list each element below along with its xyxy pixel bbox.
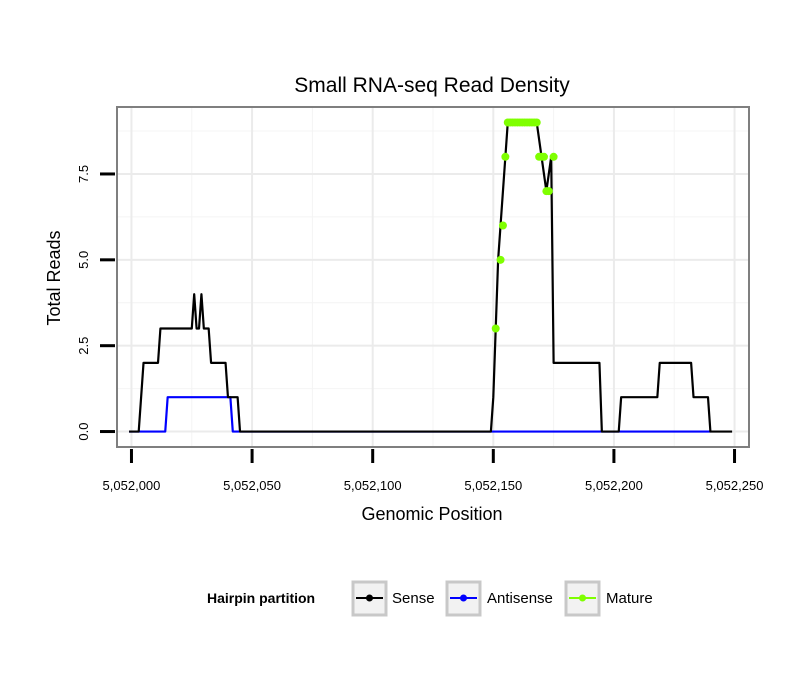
mature-point	[496, 255, 505, 264]
x-axis-title: Genomic Position	[361, 504, 502, 524]
series-lines	[129, 121, 733, 433]
legend-label-sense: Sense	[392, 590, 435, 607]
legend-item-mature: Mature	[564, 580, 653, 617]
y-tick-label: 0.0	[76, 423, 91, 441]
y-axis: 0.0 2.5 5.0 7.5	[76, 165, 115, 441]
legend: Hairpin partition Sense Antisense Mature	[207, 580, 653, 617]
x-tick-label: 5,052,000	[103, 478, 161, 493]
x-tick-label: 5,052,050	[223, 478, 281, 493]
line-dot-icon-dot	[460, 594, 467, 602]
mature-point	[491, 324, 500, 333]
series-line-sense	[129, 121, 733, 433]
mature-point	[549, 152, 558, 161]
mature-point	[544, 187, 553, 196]
y-tick-label: 5.0	[76, 251, 91, 269]
line-dot-icon-dot	[366, 594, 373, 602]
x-tick-label: 5,052,200	[585, 478, 643, 493]
mature-point	[498, 221, 507, 230]
x-tick-label: 5,052,250	[706, 478, 764, 493]
legend-item-sense: Sense	[351, 580, 435, 617]
series-points	[491, 118, 558, 333]
mature-point	[532, 118, 541, 127]
plot-panel	[116, 106, 750, 448]
y-axis-title: Total Reads	[44, 230, 64, 325]
plot-border	[116, 106, 750, 448]
mature-point	[539, 152, 548, 161]
legend-item-antisense: Antisense	[445, 580, 553, 617]
x-tick-label: 5,052,100	[344, 478, 402, 493]
y-tick-label: 7.5	[76, 165, 91, 183]
legend-label-mature: Mature	[606, 590, 653, 607]
line-dot-icon-dot	[579, 594, 586, 602]
mature-point	[501, 152, 510, 161]
legend-title: Hairpin partition	[207, 590, 315, 606]
chart-title: Small RNA-seq Read Density	[294, 74, 570, 97]
x-axis: 5,052,000 5,052,050 5,052,100 5,052,150 5,05…	[103, 449, 764, 493]
x-tick-label: 5,052,150	[464, 478, 522, 493]
y-tick-label: 2.5	[76, 337, 91, 355]
legend-label-antisense: Antisense	[487, 590, 553, 607]
